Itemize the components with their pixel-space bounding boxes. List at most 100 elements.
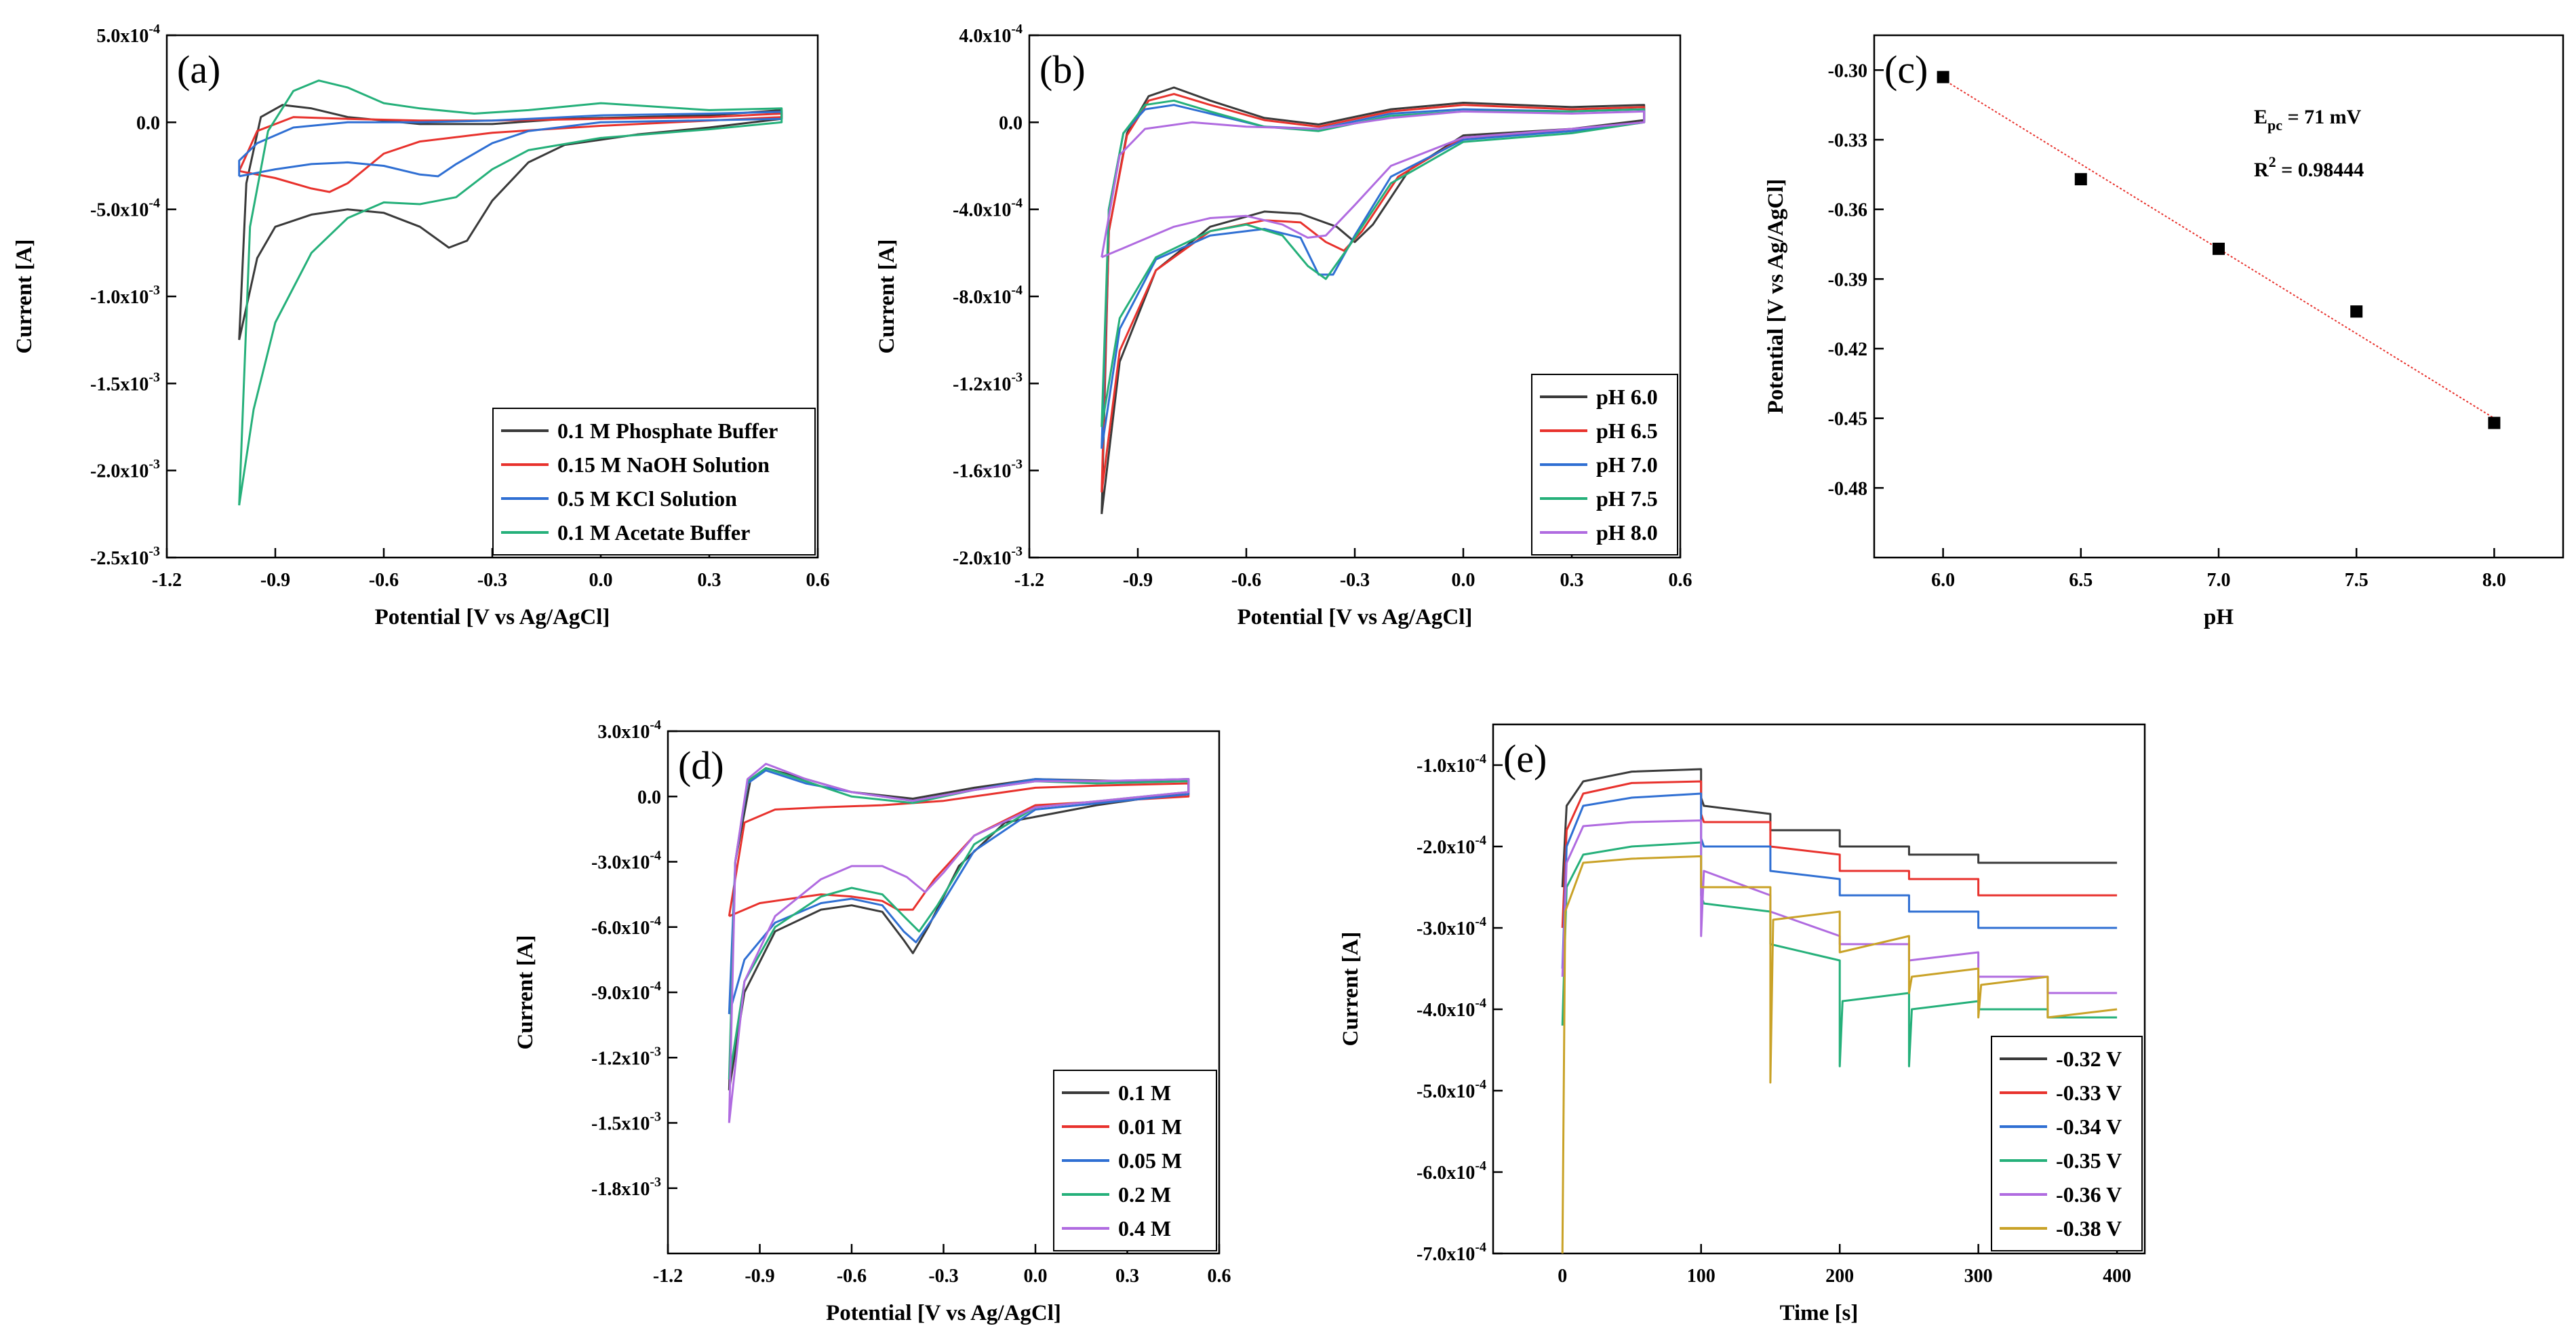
legend-entry: pH 7.5 xyxy=(1596,486,1658,511)
series-group xyxy=(238,79,783,506)
y-tick-label: -0.42 xyxy=(1828,339,1867,360)
y-tick-label: -9.0x10-4 xyxy=(591,979,661,1004)
panel-a-chart: -1.2 -0.9 -0.6 -0.3 0.0 0.3 0.6 5.0x10-4 0.0 -5.0… xyxy=(12,22,830,629)
y-tick-label: -5.0x10-4 xyxy=(1416,1077,1486,1102)
y-axis-label: Current [A] xyxy=(1339,932,1363,1047)
series-line xyxy=(238,111,783,178)
legend-entry: pH 6.0 xyxy=(1596,385,1658,409)
plot-frame xyxy=(1492,723,2146,1255)
y-axis-label: Potential [V vs Ag/AgCl] xyxy=(1764,179,1788,414)
x-tick-label: 0 xyxy=(1558,1266,1567,1287)
x-tick-label: 0.3 xyxy=(1560,570,1584,591)
series-line xyxy=(1101,110,1646,258)
slope-annotation: Epc = 71 mV xyxy=(2254,106,2362,134)
y-tick-label: -2.5x10-3 xyxy=(90,544,160,569)
x-axis-label: Potential [V vs Ag/AgCl] xyxy=(375,605,610,629)
y-tick-label: 3.0x10-4 xyxy=(597,718,661,743)
legend: 0.1 M 0.01 M 0.05 M 0.2 M 0.4 M xyxy=(1053,1070,1217,1251)
x-tick-label: 6.5 xyxy=(2069,570,2093,591)
legend-entry: -0.35 V xyxy=(2056,1148,2122,1173)
series-line xyxy=(238,79,783,506)
y-tick-label: 0.0 xyxy=(999,113,1023,134)
r-squared-annotation: R2 = 0.98444 xyxy=(2254,153,2364,181)
panel-label: (c) xyxy=(1884,47,1928,92)
panel-e-chart: 0 100 200 300 400 -1.0x10-4 -2.0x10-4 -3.0x10-4… xyxy=(1339,723,2146,1325)
y-tick-label: -1.2x10-3 xyxy=(953,370,1023,395)
x-axis-label: Time [s] xyxy=(1780,1301,1859,1325)
legend-entry: 0.05 M xyxy=(1118,1148,1182,1173)
panel-label: (b) xyxy=(1039,47,1086,92)
x-tick-label: 0.6 xyxy=(806,570,830,591)
data-point xyxy=(2350,305,2363,318)
y-tick-label: -1.5x10-3 xyxy=(591,1110,661,1135)
x-tick-label: -0.9 xyxy=(745,1266,774,1287)
x-axis-label: pH xyxy=(2204,605,2234,629)
y-tick-label: -5.0x10-4 xyxy=(90,196,160,221)
legend-entry: 0.5 M KCl Solution xyxy=(557,486,737,511)
series-line xyxy=(728,762,1190,1123)
y-tick-label: -0.33 xyxy=(1828,130,1867,151)
data-point xyxy=(1937,71,1949,83)
y-tick-label: -3.0x10-4 xyxy=(591,849,661,874)
legend-entry: 0.01 M xyxy=(1118,1114,1182,1139)
legend-entry: -0.34 V xyxy=(2056,1114,2122,1139)
y-tick-label: -0.45 xyxy=(1828,409,1867,430)
x-tick-label: 7.5 xyxy=(2345,570,2369,591)
series-line xyxy=(1561,819,2118,994)
x-tick-label: -0.9 xyxy=(260,570,290,591)
x-tick-label: 6.0 xyxy=(1931,570,1955,591)
y-tick-label: -0.48 xyxy=(1828,478,1867,499)
x-tick-label: 8.0 xyxy=(2482,570,2506,591)
panel-b-chart: -1.2 -0.9 -0.6 -0.3 0.0 0.3 0.6 4.0x10-4 0.0 -4.0… xyxy=(875,22,1692,629)
x-tick-label: 200 xyxy=(1825,1266,1854,1287)
y-tick-label: -1.5x10-3 xyxy=(90,370,160,395)
x-axis-label: Potential [V vs Ag/AgCl] xyxy=(826,1301,1061,1325)
y-tick-label: -2.0x10-4 xyxy=(1416,833,1486,858)
y-tick-label: -1.0x10-3 xyxy=(90,283,160,308)
legend: -0.32 V -0.33 V -0.34 V -0.35 V -0.36 V -0.38… xyxy=(1991,1036,2143,1251)
y-tick-label: 4.0x10-4 xyxy=(959,22,1023,47)
panel-label: (e) xyxy=(1503,737,1547,781)
y-tick-label: -6.0x10-4 xyxy=(1416,1159,1486,1184)
x-tick-label: 0.0 xyxy=(1452,570,1475,591)
legend-entry: 0.1 M Phosphate Buffer xyxy=(557,419,778,443)
series-line xyxy=(238,104,783,340)
y-tick-label: -3.0x10-4 xyxy=(1416,914,1486,939)
y-tick-label: 5.0x10-4 xyxy=(96,22,160,47)
y-tick-label: -0.39 xyxy=(1828,269,1867,290)
y-axis-label: Current [A] xyxy=(12,239,37,354)
y-tick-label: -2.0x10-3 xyxy=(90,457,160,482)
panel-c-chart: 6.0 6.5 7.0 7.5 8.0 -0.30 -0.33 -0.36 -0.39 -0.42… xyxy=(1764,34,2564,629)
x-tick-label: 100 xyxy=(1687,1266,1716,1287)
legend-entry: -0.32 V xyxy=(2056,1047,2122,1071)
y-tick-label: -1.0x10-4 xyxy=(1416,752,1486,777)
x-tick-label: 0.0 xyxy=(589,570,613,591)
legend-entry: -0.36 V xyxy=(2056,1182,2122,1207)
y-tick-label: -8.0x10-4 xyxy=(953,283,1023,308)
x-tick-label: -0.3 xyxy=(477,570,507,591)
legend-entry: -0.33 V xyxy=(2056,1081,2122,1105)
legend-entry: 0.4 M xyxy=(1118,1216,1171,1241)
x-tick-label: 300 xyxy=(1964,1266,1993,1287)
series-group xyxy=(1101,86,1646,514)
series-line xyxy=(728,782,1190,918)
y-tick-label: -1.6x10-3 xyxy=(953,457,1023,482)
legend: pH 6.0 pH 6.5 pH 7.0 pH 7.5 pH 8.0 xyxy=(1531,374,1678,556)
y-tick-label: -6.0x10-4 xyxy=(591,914,661,939)
legend-entry: pH 8.0 xyxy=(1596,520,1658,545)
y-tick-label: -0.30 xyxy=(1828,60,1867,81)
legend-entry: 0.1 M Acetate Buffer xyxy=(557,520,750,545)
x-tick-label: -0.6 xyxy=(837,1266,867,1287)
y-tick-label: -1.8x10-3 xyxy=(591,1175,661,1200)
legend-entry: 0.15 M NaOH Solution xyxy=(557,452,770,477)
x-tick-label: -0.3 xyxy=(928,1266,958,1287)
legend-entry: -0.38 V xyxy=(2056,1216,2122,1241)
x-tick-label: -1.2 xyxy=(1014,570,1044,591)
y-tick-label: -0.36 xyxy=(1828,200,1867,221)
panel-label: (d) xyxy=(678,743,724,787)
legend-entry: pH 6.5 xyxy=(1596,419,1658,443)
y-tick-label: 0.0 xyxy=(637,787,661,808)
x-tick-label: 0.6 xyxy=(1669,570,1692,591)
x-tick-label: -0.6 xyxy=(369,570,399,591)
y-tick-label: -7.0x10-4 xyxy=(1416,1240,1486,1265)
